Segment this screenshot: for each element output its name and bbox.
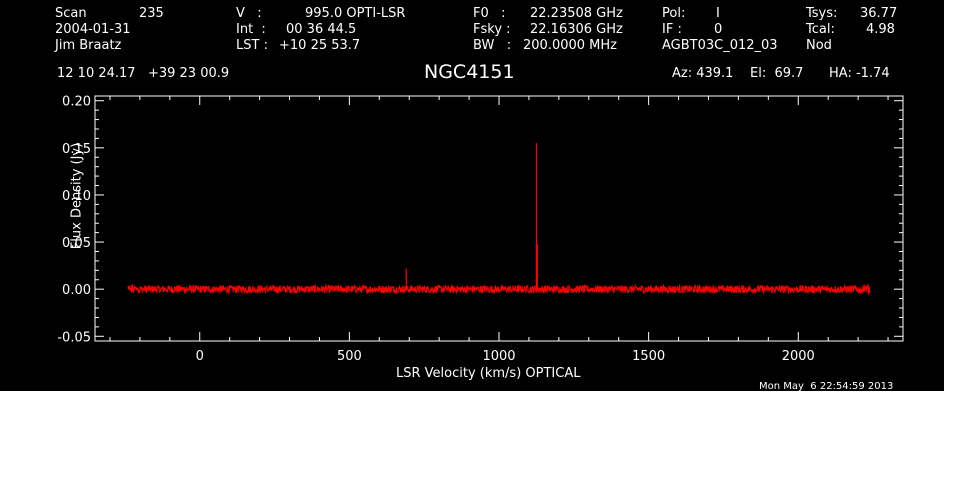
plot-timestamp: Mon May 6 22:54:59 2013 [759, 381, 894, 391]
y-tick-label: 0.05 [62, 236, 91, 251]
rest-frequency-value: 22.23508 GHz [530, 6, 623, 21]
source-coordinates: 12 10 24.17 +39 23 00.9 [57, 66, 230, 81]
velocity-label: V : [236, 6, 262, 21]
x-tick-label: 1000 [482, 349, 515, 364]
observation-date: 2004-01-31 [55, 22, 131, 37]
y-axis-label: Flux Density (Jy) [69, 142, 85, 250]
hour-angle-readout: HA: -1.74 [829, 66, 890, 81]
y-tick-label: -0.05 [57, 330, 91, 345]
y-tick-label: 0.00 [62, 283, 91, 298]
x-tick-label: 2000 [782, 349, 815, 364]
bandwidth-value: 200.0000 MHz [523, 38, 617, 53]
azimuth-readout: Az: 439.1 [672, 66, 734, 81]
scan-label: Scan [55, 6, 87, 21]
lst-label: LST : [236, 38, 268, 53]
sky-frequency-label: Fsky : [473, 22, 511, 37]
plot-frame [94, 95, 904, 342]
tsys-value: 36.77 [860, 6, 898, 21]
y-tick-label: 0.10 [62, 189, 91, 204]
scan-number: 235 [139, 6, 164, 21]
bandwidth-label: BW : [473, 38, 512, 53]
x-axis-label: LSR Velocity (km/s) OPTICAL [396, 366, 581, 381]
rest-frequency-label: F0 : [473, 6, 506, 21]
integration-label: Int : [236, 22, 266, 37]
spectrum-plot: 0 500 1000 1500 2000 -0.05 0.00 0.05 0.10 0.15 0.2… [57, 95, 904, 364]
x-tick-label: 500 [337, 349, 362, 364]
tcal-label: Tcal: [806, 22, 835, 37]
lst-value: +10 25 53.7 [279, 38, 361, 53]
x-tick-label: 0 [196, 349, 204, 364]
source-name: NGC4151 [424, 61, 515, 83]
tcal-value: 4.98 [866, 22, 895, 37]
y-tick-label: 0.15 [62, 142, 91, 157]
elevation-readout: El: 69.7 [750, 66, 804, 81]
polarization-value: I [716, 6, 720, 21]
y-tick-label: 0.20 [62, 95, 91, 110]
spectrum-display: Scan 235 2004-01-31 Jim Braatz V : 995.0… [0, 0, 944, 391]
tsys-label: Tsys: [806, 6, 838, 21]
spectrum-trace [127, 283, 871, 295]
velocity-value: 995.0 OPTI-LSR [305, 6, 406, 21]
if-value: 0 [714, 22, 723, 37]
polarization-label: Pol: [662, 6, 686, 21]
switching-mode: Nod [806, 38, 832, 53]
x-tick-label: 1500 [632, 349, 665, 364]
sky-frequency-value: 22.16306 GHz [530, 22, 623, 37]
observer-name: Jim Braatz [55, 38, 122, 53]
integration-value: 00 36 44.5 [286, 22, 357, 37]
if-label: IF : [662, 22, 682, 37]
project-id: AGBT03C_012_03 [662, 38, 778, 53]
